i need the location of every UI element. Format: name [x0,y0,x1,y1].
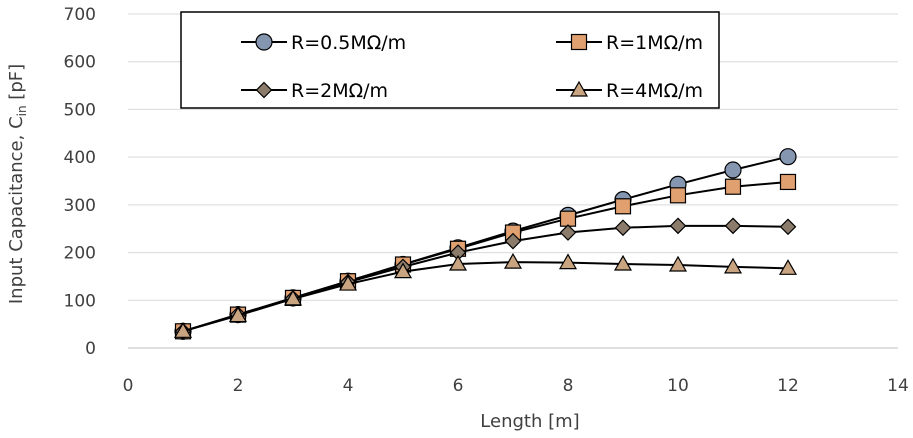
legend-entry: R=2MΩ/m [241,80,388,102]
data-point [173,322,193,338]
data-point [669,187,687,204]
data-point [614,198,632,215]
legend-marker [569,80,589,97]
series-line [182,180,789,333]
legend-marker [255,81,273,99]
data-point [448,254,468,271]
data-point [614,219,632,237]
series-triangle [173,252,798,338]
data-point [778,259,798,275]
y-axis-title-unit: [pF] [6,64,27,106]
x-tick-label: 6 [453,376,464,396]
x-tick-label: 0 [123,376,134,396]
series-diamond [174,217,797,340]
x-tick-label: 12 [777,376,799,396]
data-point [338,274,358,291]
x-axis-title: Length [m] [480,411,579,432]
data-point [559,224,577,241]
x-tick-label: 14 [887,376,909,396]
data-point [393,262,413,279]
series-circle [174,148,797,340]
data-point [779,148,797,166]
legend-marker [255,33,273,51]
data-point [779,173,797,191]
axes: 0 100 200 300 400 500 600 700 0 2 4 6 8 10 12 14 [64,5,909,396]
legend-entry: R=0.5MΩ/m [241,32,406,54]
y-tick-label: 500 [64,100,96,120]
x-tick-label: 8 [563,376,574,396]
data-point [613,254,633,271]
y-tick-label: 600 [64,53,96,73]
legend-label: R=2MΩ/m [291,80,388,102]
y-tick-label: 200 [64,244,96,264]
data-point [558,253,578,270]
y-axis-title-subscript: in [15,105,29,116]
series-line [182,261,789,333]
data-point [779,218,797,236]
legend-label: R=1MΩ/m [606,32,703,54]
y-tick-label: 400 [64,148,96,168]
legend-box [180,11,720,109]
data-point [504,232,522,250]
data-point [723,257,743,274]
legend-marker [570,33,588,51]
y-tick-label: 100 [64,291,96,311]
series-square [174,173,797,340]
y-tick-label: 0 [85,339,96,359]
x-tick-label: 10 [667,376,689,396]
y-axis-title: Input Capacitance, Cin [pF] [6,64,29,304]
legend: R=0.5MΩ/m R=1MΩ/m R=2MΩ/m R=4MΩ/m [180,11,720,109]
data-point [669,217,687,235]
legend-label: R=4MΩ/m [606,80,703,102]
y-tick-label: 700 [64,5,96,25]
legend-entry: R=4MΩ/m [556,80,703,102]
series-layer [173,148,798,340]
x-tick-label: 4 [343,376,354,396]
y-tick-label: 300 [64,196,96,216]
data-point [724,178,742,195]
data-point [559,210,577,227]
data-point [503,252,523,269]
y-axis-title-main: Input Capacitance, C [6,116,27,304]
legend-entry: R=1MΩ/m [556,32,703,54]
data-point [283,289,303,306]
data-point [668,255,688,272]
x-tick-label: 2 [233,376,244,396]
data-point [724,217,742,235]
legend-label: R=0.5MΩ/m [291,32,406,54]
data-point [228,306,248,323]
data-point [724,161,742,179]
